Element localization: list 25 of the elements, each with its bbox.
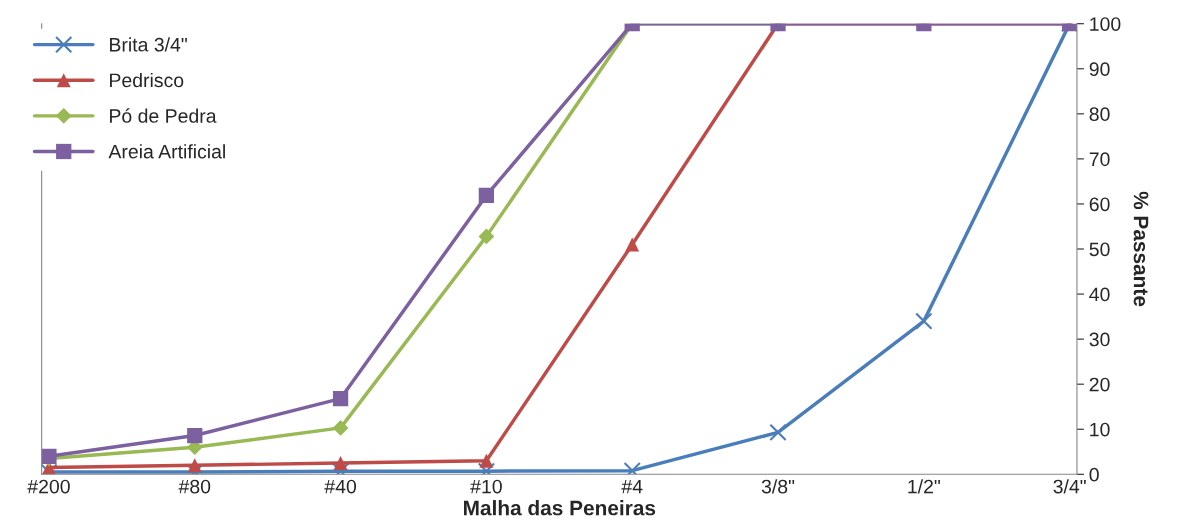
legend-label: Pó de Pedra — [110, 108, 217, 123]
y-tick-label: 10 — [1090, 422, 1110, 437]
x-tick-label: #4 — [621, 479, 643, 494]
y-axis-title: % Passante — [1133, 191, 1149, 307]
x-tick-label: #200 — [27, 479, 70, 494]
y-tick-label: 60 — [1089, 197, 1110, 212]
y-tick-label: 90 — [1089, 62, 1110, 77]
x-tick-label: 3/4" — [1053, 479, 1086, 494]
legend-label: Pedrisco — [110, 72, 184, 88]
y-tick-label: 80 — [1089, 107, 1110, 122]
y-tick-label: 30 — [1089, 332, 1110, 347]
x-tick-label: 1/2" — [908, 479, 940, 494]
y-tick-label: 0 — [1089, 467, 1099, 482]
y-tick-label: 40 — [1089, 287, 1110, 302]
legend-label: Brita 3/4" — [110, 37, 187, 52]
y-tick-label: 20 — [1089, 377, 1110, 392]
legend-label: Areia Artificial — [108, 144, 225, 159]
x-tick-label: #10 — [470, 479, 502, 494]
y-tick-label: 100 — [1090, 17, 1121, 31]
x-tick-label: #40 — [324, 479, 357, 494]
y-tick-label: 70 — [1089, 152, 1110, 167]
y-tick-label: 50 — [1089, 242, 1110, 257]
x-tick-label: 3/8" — [761, 479, 795, 494]
x-tick-label: #80 — [178, 479, 211, 494]
x-axis-title: Malha das Peneiras — [464, 500, 656, 516]
